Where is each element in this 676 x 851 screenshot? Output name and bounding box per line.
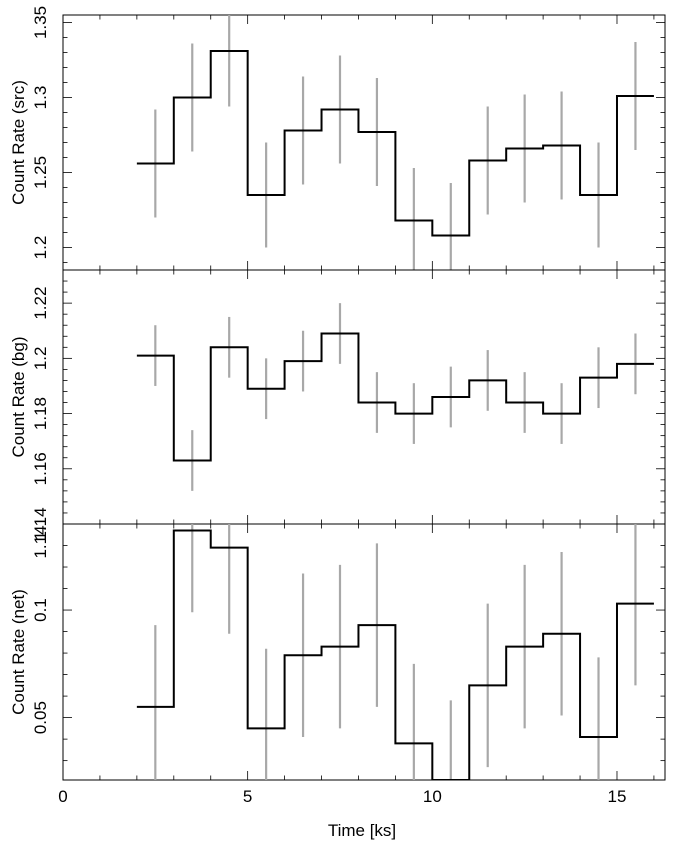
x-tick-label: 0 [58, 787, 67, 806]
y-axis-label: Count Rate (src) [9, 80, 28, 205]
y-tick-label: 1.14 [31, 507, 50, 540]
y-tick-label: 1.25 [31, 156, 50, 189]
y-tick-label: 1.35 [31, 6, 50, 39]
y-tick-label: 1.14 [31, 525, 50, 558]
y-tick-label: 1.3 [31, 86, 50, 110]
x-axis-label: Time [ks] [328, 821, 396, 840]
y-axis-label: Count Rate (bg) [9, 337, 28, 458]
y-tick-label: 1.2 [31, 347, 50, 371]
y-axis-label: Count Rate (net) [9, 589, 28, 715]
x-tick-label: 5 [243, 787, 252, 806]
panel-frame [62, 14, 666, 271]
x-tick-label: 10 [423, 787, 442, 806]
y-tick-label: 0.1 [31, 598, 50, 622]
data-layer [136, 524, 654, 780]
panel-net: 0.05 0.1 1.14 Count Rate (net) [9, 523, 666, 781]
panel-src: 1.2 1.25 1.3 1.35 Count Rate (src) [9, 6, 666, 271]
y-tick-label: 1.16 [31, 452, 50, 485]
histogram-series [136, 332, 654, 462]
y-tick-label: 1.2 [31, 236, 50, 260]
data-layer [136, 15, 654, 270]
y-tick-label: 1.18 [31, 397, 50, 430]
x-tick-label: 15 [608, 787, 627, 806]
y-tick-label: 0.05 [31, 701, 50, 734]
data-layer [136, 303, 654, 491]
panel-frame [62, 269, 666, 525]
y-tick-label: 1.22 [31, 287, 50, 320]
panel-frame [62, 523, 666, 781]
histogram-series [136, 50, 654, 237]
histogram-series [136, 529, 654, 780]
